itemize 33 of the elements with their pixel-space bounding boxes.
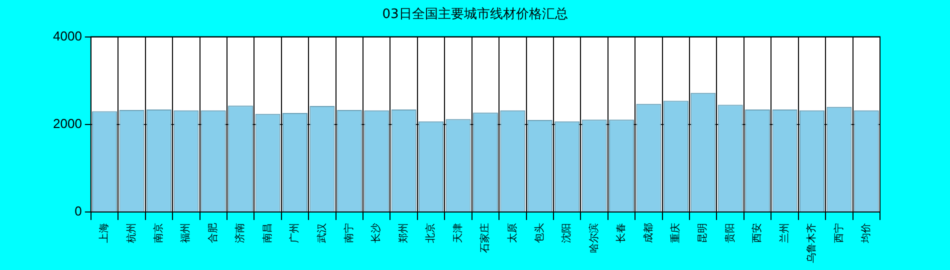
x-tick-label: 杭州 <box>125 223 138 244</box>
x-tick-label: 哈尔滨 <box>588 223 600 253</box>
x-tick-label: 广州 <box>288 223 301 243</box>
x-tick-label: 南宁 <box>343 223 356 243</box>
x-tick-label: 北京 <box>424 223 437 243</box>
x-tick-label: 重庆 <box>670 223 682 243</box>
x-tick-label: 包头 <box>533 223 546 243</box>
x-tick-label: 沈阳 <box>560 223 573 243</box>
x-tick-label: 西宁 <box>832 223 845 243</box>
x-tick-label: 贵阳 <box>724 223 736 243</box>
x-tick-label: 太原 <box>506 223 518 243</box>
x-tick-label: 天津 <box>452 223 464 243</box>
x-tick-label: 成都 <box>642 223 654 243</box>
x-tick-label: 郑州 <box>397 223 410 243</box>
x-tick-label: 武汉 <box>316 223 328 243</box>
x-tick-label: 南昌 <box>261 223 274 243</box>
x-tick-label: 福州 <box>180 223 192 243</box>
x-tick-label: 上海 <box>98 223 110 243</box>
x-tick-label: 石家庄 <box>479 223 492 253</box>
x-tick-label: 南京 <box>152 223 165 243</box>
x-tick-label: 兰州 <box>778 223 790 243</box>
x-tick-label: 均价 <box>860 223 872 244</box>
x-tick-label: 西安 <box>751 223 764 243</box>
y-tick-label: 2000 <box>53 116 82 131</box>
chart-title: 03日全国主要城市线材价格汇总 <box>381 6 569 24</box>
x-tick-label: 乌鲁木齐 <box>806 223 818 263</box>
x-tick-label: 长春 <box>615 223 628 243</box>
x-tick-label: 长沙 <box>370 223 382 243</box>
y-tick-label: 0 <box>74 204 82 219</box>
x-tick-label: 昆明 <box>698 223 709 243</box>
x-tick-label: 济南 <box>234 223 246 243</box>
x-tick-label: 合肥 <box>206 223 219 243</box>
y-tick-label: 4000 <box>53 28 82 44</box>
